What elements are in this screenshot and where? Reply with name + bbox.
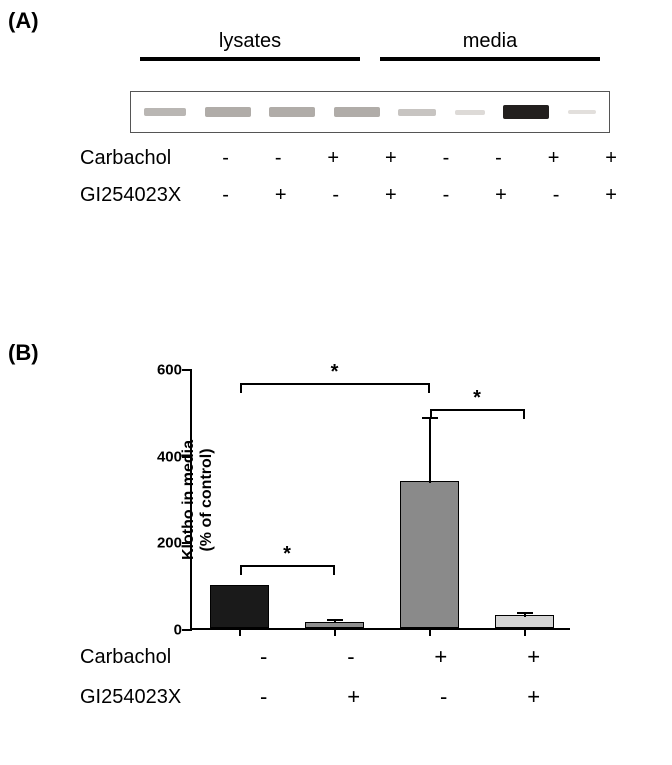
error-cap — [327, 619, 343, 621]
treatment-value: - — [495, 147, 502, 170]
treatment-value: + — [434, 644, 447, 670]
treatment-value: + — [527, 644, 540, 670]
treatment-value: + — [548, 147, 560, 170]
group-lysates-label: lysates — [130, 30, 370, 53]
bar-chart: 0200400600*** Klotho in media (% of cont… — [190, 370, 570, 630]
significance-bracket — [240, 565, 335, 575]
y-tick-label: 600 — [142, 362, 182, 379]
treatment-cells: - + - + - + - + — [199, 184, 640, 207]
treatment-label: GI254023X — [80, 184, 199, 207]
panel-b-treatments: Carbachol - - + + GI254023X - + - + — [80, 644, 620, 710]
x-tick — [334, 628, 336, 636]
panel-b: 0200400600*** Klotho in media (% of cont… — [80, 370, 620, 710]
treatment-value: + — [275, 184, 287, 207]
panel-a-group-lines — [130, 57, 610, 61]
blot-band — [269, 107, 315, 117]
treatment-cells: - - + + - - + + — [199, 147, 640, 170]
y-tick-label: 200 — [142, 535, 182, 552]
treatment-value: + — [385, 184, 397, 207]
significance-star: * — [331, 361, 339, 384]
plot-area: 0200400600*** — [190, 370, 570, 630]
significance-star: * — [283, 543, 291, 566]
error-cap — [517, 612, 533, 614]
bar — [400, 481, 459, 628]
blot-band — [455, 110, 485, 115]
treatment-value: - — [260, 644, 267, 670]
y-axis-label-line1: Klotho in media — [180, 400, 198, 600]
treatment-row: GI254023X - + - + — [80, 684, 620, 710]
treatment-value: + — [605, 184, 617, 207]
panel-b-label: (B) — [8, 340, 39, 366]
significance-star: * — [473, 387, 481, 410]
treatment-row: Carbachol--++--++ — [80, 147, 640, 170]
treatment-cells: - - + + — [220, 644, 580, 670]
treatment-value: - — [260, 684, 267, 710]
treatment-label: GI254023X — [80, 686, 220, 709]
treatment-value: - — [347, 644, 354, 670]
y-tick-label: 0 — [142, 622, 182, 639]
panel-a-treatments: Carbachol--++--++GI254023X-+-+-+-+ — [80, 147, 640, 207]
treatment-value: + — [327, 147, 339, 170]
x-tick — [239, 628, 241, 636]
western-blot — [130, 91, 610, 133]
panel-a-label: (A) — [8, 8, 39, 34]
blot-band — [334, 107, 380, 117]
blot-band — [398, 109, 436, 116]
treatment-value: - — [553, 184, 560, 207]
treatment-value: - — [275, 147, 282, 170]
treatment-value: - — [222, 147, 229, 170]
x-tick — [429, 628, 431, 636]
treatment-value: - — [443, 147, 450, 170]
panel-a: lysates media Carbachol--++--++GI254023X… — [80, 30, 640, 207]
blot-band — [568, 110, 596, 114]
significance-bracket — [240, 383, 430, 393]
x-tick — [524, 628, 526, 636]
group-media-label: media — [370, 30, 610, 53]
blot-band — [503, 105, 549, 119]
group-line — [140, 57, 360, 61]
treatment-value: + — [527, 684, 540, 710]
panel-a-group-headers: lysates media — [130, 30, 610, 53]
treatment-value: + — [347, 684, 360, 710]
blot-band — [205, 107, 251, 117]
bar — [210, 585, 269, 628]
treatment-label: Carbachol — [80, 147, 199, 170]
y-axis-label: Klotho in media (% of control) — [180, 400, 216, 600]
treatment-value: - — [332, 184, 339, 207]
y-tick-label: 400 — [142, 448, 182, 465]
treatment-cells: - + - + — [220, 684, 580, 710]
group-line — [380, 57, 600, 61]
treatment-value: + — [605, 147, 617, 170]
treatment-value: - — [222, 184, 229, 207]
y-tick — [182, 629, 192, 631]
treatment-value: + — [495, 184, 507, 207]
treatment-row: Carbachol - - + + — [80, 644, 620, 670]
blot-band — [144, 108, 186, 116]
significance-bracket — [430, 409, 525, 419]
treatment-value: - — [443, 184, 450, 207]
treatment-row: GI254023X-+-+-+-+ — [80, 184, 640, 207]
treatment-label: Carbachol — [80, 646, 220, 669]
y-tick — [182, 369, 192, 371]
error-bar — [429, 418, 431, 483]
y-axis-label-line2: (% of control) — [198, 400, 216, 600]
treatment-value: + — [385, 147, 397, 170]
treatment-value: - — [440, 684, 447, 710]
